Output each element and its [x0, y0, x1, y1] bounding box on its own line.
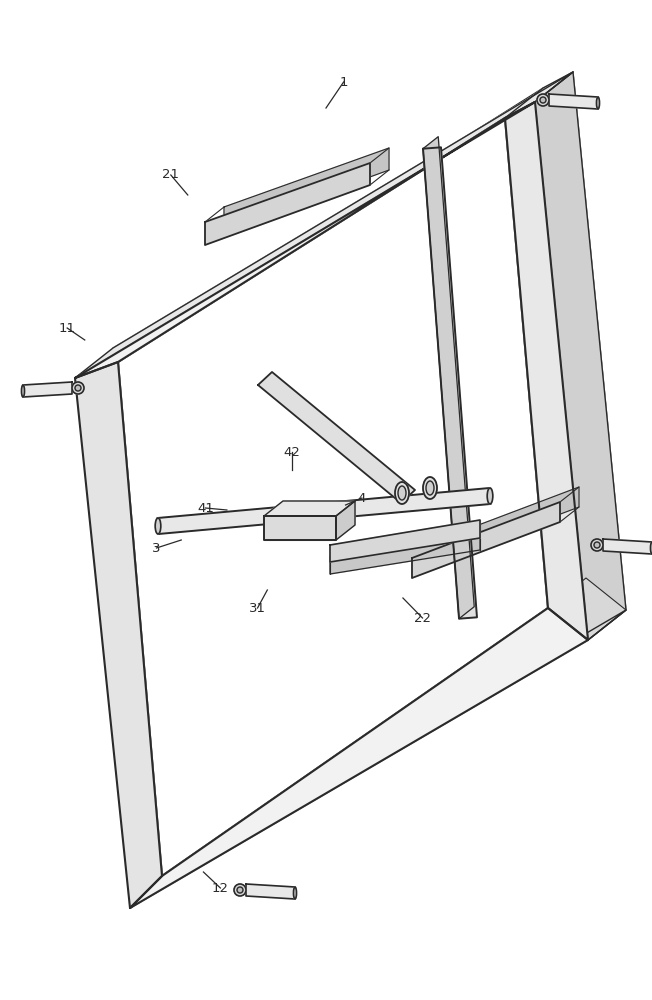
Polygon shape	[412, 502, 560, 578]
Polygon shape	[603, 539, 652, 554]
Polygon shape	[535, 72, 626, 640]
Circle shape	[591, 539, 603, 551]
Text: 3: 3	[152, 542, 161, 554]
Text: 22: 22	[414, 611, 431, 624]
Circle shape	[237, 887, 243, 893]
Polygon shape	[423, 147, 477, 619]
Polygon shape	[264, 516, 336, 540]
Text: 1: 1	[339, 76, 348, 89]
Text: 41: 41	[197, 502, 214, 514]
Ellipse shape	[293, 887, 297, 899]
Polygon shape	[549, 94, 598, 109]
Text: 31: 31	[249, 601, 266, 614]
Ellipse shape	[22, 385, 25, 397]
Text: 11: 11	[59, 322, 76, 335]
Ellipse shape	[597, 97, 599, 109]
Polygon shape	[130, 610, 626, 908]
Polygon shape	[75, 102, 535, 378]
Polygon shape	[130, 608, 588, 908]
Ellipse shape	[398, 486, 406, 500]
Polygon shape	[246, 884, 295, 899]
Polygon shape	[118, 118, 548, 876]
Polygon shape	[336, 501, 355, 540]
Polygon shape	[75, 72, 573, 378]
Ellipse shape	[155, 518, 161, 534]
Text: 42: 42	[284, 446, 301, 458]
Polygon shape	[258, 372, 415, 503]
Polygon shape	[75, 362, 162, 908]
Polygon shape	[423, 137, 474, 619]
Ellipse shape	[651, 542, 652, 554]
Polygon shape	[23, 382, 72, 397]
Polygon shape	[330, 520, 480, 562]
Ellipse shape	[423, 477, 437, 499]
Text: 4: 4	[358, 491, 366, 504]
Polygon shape	[330, 532, 480, 574]
Polygon shape	[431, 487, 579, 563]
Ellipse shape	[426, 481, 434, 495]
Circle shape	[234, 884, 246, 896]
Ellipse shape	[487, 488, 493, 504]
Circle shape	[75, 385, 81, 391]
Polygon shape	[548, 578, 626, 640]
Polygon shape	[224, 148, 389, 230]
Polygon shape	[505, 102, 588, 640]
Circle shape	[72, 382, 84, 394]
Polygon shape	[157, 488, 491, 534]
Circle shape	[594, 542, 600, 548]
Ellipse shape	[395, 482, 409, 504]
Circle shape	[537, 94, 549, 106]
Polygon shape	[156, 88, 586, 846]
Polygon shape	[264, 501, 355, 516]
Polygon shape	[205, 163, 370, 245]
Circle shape	[540, 97, 546, 103]
Polygon shape	[505, 72, 573, 118]
Text: 21: 21	[162, 168, 179, 182]
Text: 12: 12	[212, 882, 229, 895]
